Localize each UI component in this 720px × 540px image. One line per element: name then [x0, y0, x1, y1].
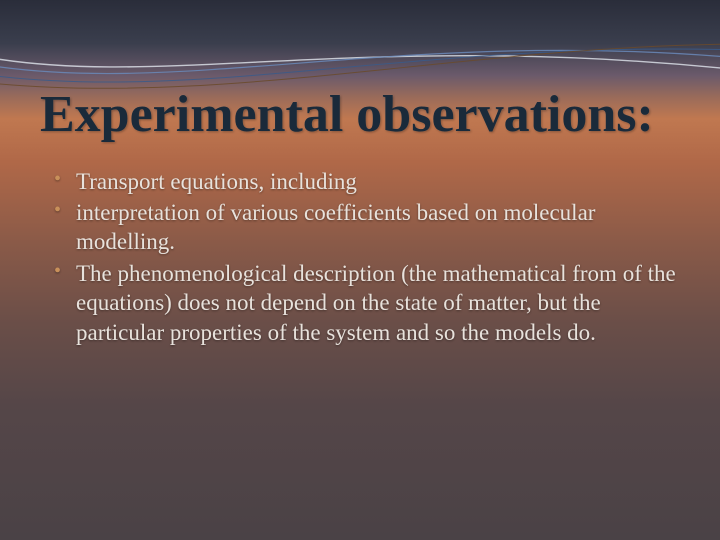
bullet-list: Transport equations, including interpret… [40, 167, 680, 348]
bullet-item: interpretation of various coefficients b… [48, 198, 680, 257]
bullet-item: Transport equations, including [48, 167, 680, 196]
bullet-item: The phenomenological description (the ma… [48, 259, 680, 347]
slide-content: Experimental observations: Transport equ… [40, 88, 680, 349]
slide-title: Experimental observations: [40, 88, 680, 143]
